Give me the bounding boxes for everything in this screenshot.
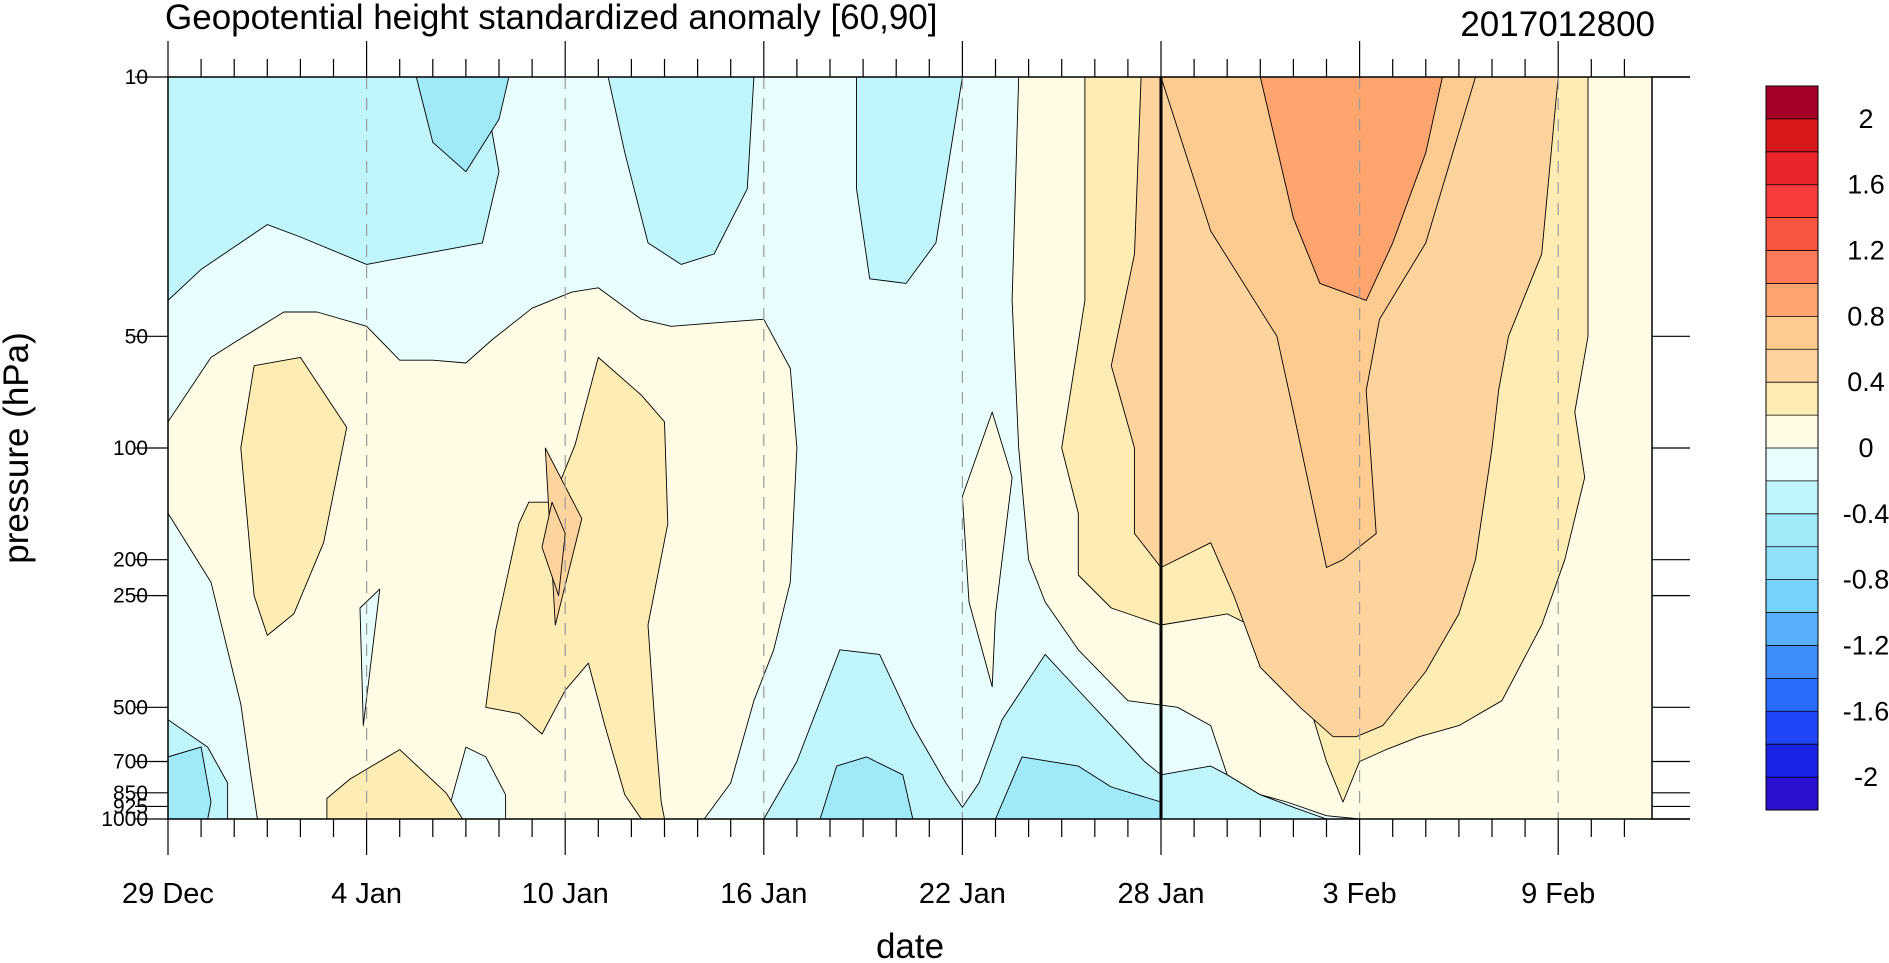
contour-region xyxy=(856,77,963,284)
x-tick-label: 10 Jan xyxy=(522,878,609,910)
contour-region xyxy=(359,588,381,727)
contour-region xyxy=(541,501,566,597)
contour-region xyxy=(819,756,914,819)
contour-region xyxy=(485,356,669,819)
colorbar-label: 0.4 xyxy=(1847,367,1885,397)
colorbar-label: -0.4 xyxy=(1843,499,1889,529)
colorbar-swatch xyxy=(1766,86,1818,120)
colorbar-swatch xyxy=(1766,184,1818,219)
contour-region xyxy=(995,756,1162,819)
x-tick-label: 9 Feb xyxy=(1521,878,1595,910)
y-tick-label: 700 xyxy=(113,751,148,774)
y-tick-label: 200 xyxy=(113,549,148,572)
colorbar-swatch xyxy=(1766,349,1818,383)
x-tick-label: 3 Feb xyxy=(1323,878,1397,910)
contour-regions xyxy=(168,77,1652,819)
y-tick-label: 925 xyxy=(113,795,148,818)
colorbar-swatch xyxy=(1766,250,1818,284)
colorbar-frame xyxy=(1765,85,1819,811)
colorbar-label: -1.2 xyxy=(1843,630,1889,660)
contour-region xyxy=(326,749,464,819)
colorbar-swatch xyxy=(1766,579,1818,614)
x-tick-label: 28 Jan xyxy=(1117,878,1204,910)
colorbar-swatch xyxy=(1766,151,1818,186)
x-tick-label: 22 Jan xyxy=(919,878,1006,910)
colorbar-label: 0.8 xyxy=(1847,301,1885,331)
colorbar-label: -1.6 xyxy=(1843,696,1889,726)
contour-region xyxy=(168,77,500,301)
chart-title: Geopotential height standardized anomaly… xyxy=(165,0,937,37)
colorbar-swatch xyxy=(1766,118,1818,153)
colorbar-swatch xyxy=(1766,645,1818,679)
x-axis-label: date xyxy=(876,927,944,963)
y-tick-label: 500 xyxy=(113,696,148,719)
colorbar-label: 2 xyxy=(1858,104,1873,134)
colorbar-swatch xyxy=(1766,448,1818,482)
contour-region xyxy=(607,77,755,265)
colorbar: 2 1.6 1.2 0.8 0.4 0 -0.4 -0.8 -1.2 -1.6 -2 xyxy=(1765,85,1889,811)
colorbar-swatch xyxy=(1766,513,1818,548)
colorbar-swatch xyxy=(1766,415,1818,449)
chart-subtitle: 2017012800 xyxy=(1460,5,1655,44)
colorbar-swatch xyxy=(1766,678,1818,712)
x-tick-label: 29 Dec xyxy=(122,878,214,910)
colorbar-swatch xyxy=(1766,711,1818,745)
colorbar-swatch xyxy=(1766,744,1818,778)
y-tick-label: 850 xyxy=(113,782,148,805)
colorbar-swatch xyxy=(1766,217,1818,252)
y-tick-label: 100 xyxy=(113,437,148,460)
plot-area xyxy=(168,77,1652,819)
axes xyxy=(135,41,1690,855)
colorbar-swatch xyxy=(1766,612,1818,646)
y-tick-label: 1000 xyxy=(101,808,148,831)
contour-region xyxy=(961,411,1013,688)
colorbar-swatch xyxy=(1766,777,1818,811)
colorbar-label: -0.8 xyxy=(1843,565,1889,595)
x-tick-label: 16 Jan xyxy=(720,878,807,910)
colorbar-swatch xyxy=(1766,283,1818,317)
contour-region xyxy=(1259,77,1443,301)
contour-region xyxy=(168,746,212,819)
colorbar-swatch xyxy=(1766,480,1818,515)
y-axis-label: pressure (hPa) xyxy=(0,332,36,563)
y-tick-label: 50 xyxy=(125,325,148,348)
y-tick-label: 250 xyxy=(113,585,148,608)
x-tick-label: 4 Jan xyxy=(331,878,402,910)
y-tick-label: 10 xyxy=(125,66,148,89)
contour-region xyxy=(415,77,510,173)
colorbar-swatch xyxy=(1766,316,1818,350)
colorbar-swatch xyxy=(1766,382,1818,416)
colorbar-label: 0 xyxy=(1858,433,1873,463)
colorbar-swatch xyxy=(1766,546,1818,581)
x-tick-labels: 29 Dec 4 Jan 10 Jan 16 Jan 22 Jan 28 Jan 3 Feb… xyxy=(122,878,1595,910)
contour-region xyxy=(240,356,348,636)
colorbar-label: 1.6 xyxy=(1847,170,1885,200)
colorbar-label: -2 xyxy=(1854,762,1878,792)
colorbar-label: 1.2 xyxy=(1847,236,1885,266)
